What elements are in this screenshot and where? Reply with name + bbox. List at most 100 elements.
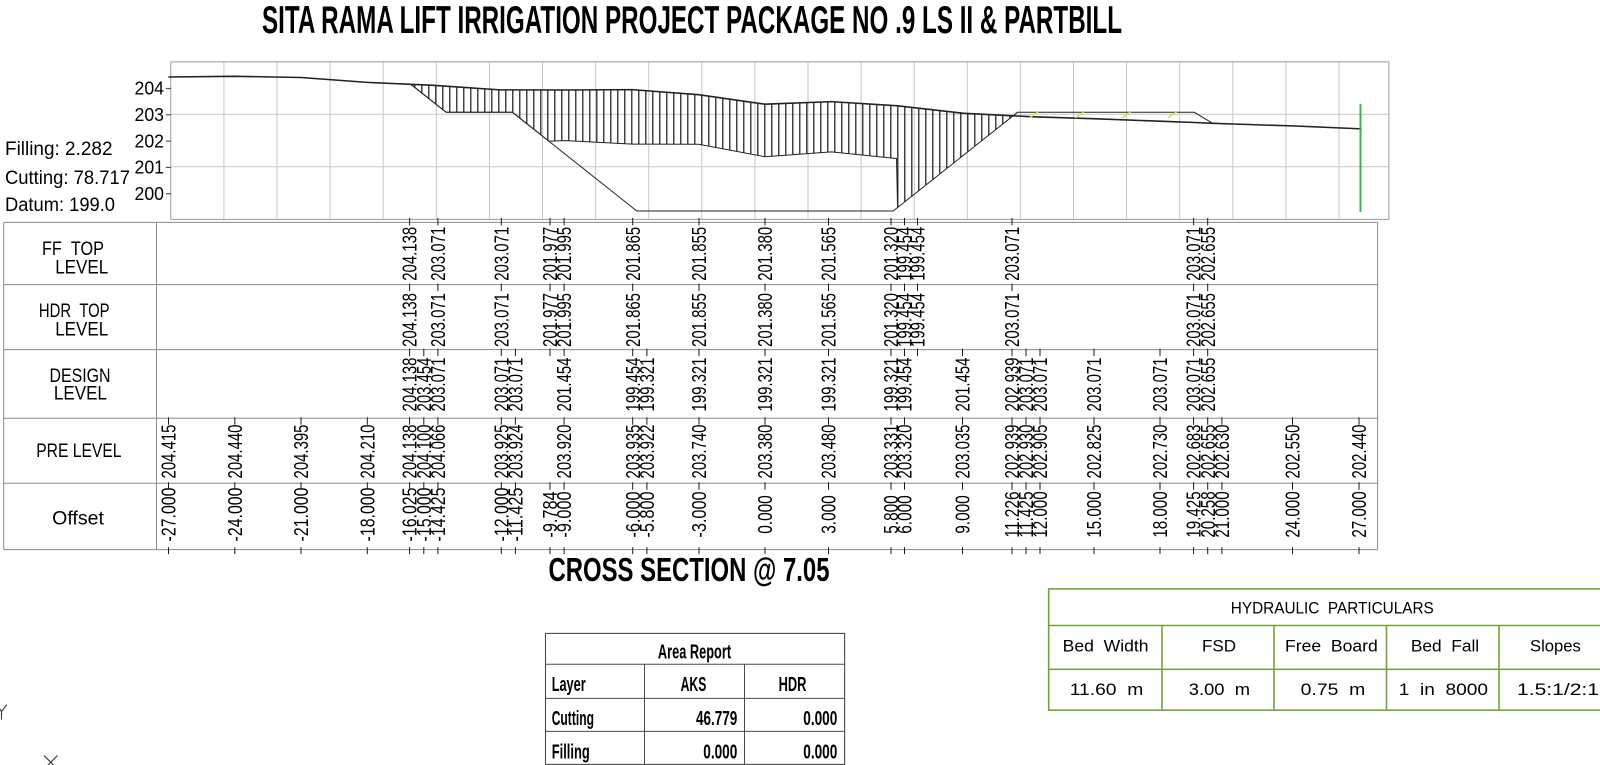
svg-text:3.00 m: 3.00 m [1189,680,1250,699]
svg-text:203.380: 203.380 [755,425,777,479]
svg-text:203.071: 203.071 [491,293,513,347]
svg-text:-9.784: -9.784 [540,491,562,537]
svg-text:204.066: 204.066 [428,425,450,479]
svg-text:FF TOP: FF TOP [42,239,104,260]
svg-text:HDR: HDR [779,674,807,696]
svg-text:203.320: 203.320 [895,425,917,479]
svg-text:202.939: 202.939 [1002,425,1024,479]
svg-text:-9.000: -9.000 [554,491,576,537]
svg-text:202.939: 202.939 [1002,358,1024,412]
svg-text:203.035: 203.035 [953,425,975,479]
svg-text:201.320: 201.320 [881,227,903,281]
svg-text:27.000: 27.000 [1349,491,1371,537]
svg-text:203.071: 203.071 [1184,227,1206,281]
svg-text:199.454: 199.454 [895,293,917,347]
svg-text:AKS: AKS [681,674,707,696]
svg-text:11.226: 11.226 [1002,491,1024,537]
svg-text:-24.000: -24.000 [225,488,247,542]
svg-text:201.865: 201.865 [623,293,645,347]
svg-text:202.655: 202.655 [1198,425,1220,479]
svg-text:Slopes: Slopes [1530,637,1581,656]
svg-text:0.000: 0.000 [703,742,737,764]
svg-text:Area Report: Area Report [658,641,731,663]
svg-text:Offset: Offset [52,509,104,530]
svg-text:203.480: 203.480 [819,425,841,479]
svg-text:201.380: 201.380 [755,293,777,347]
svg-text:203.920: 203.920 [554,425,576,479]
svg-text:199.454: 199.454 [895,358,917,412]
svg-text:203.071: 203.071 [491,358,513,412]
svg-text:201.454: 201.454 [554,358,576,412]
svg-text:203.071: 203.071 [1002,227,1024,281]
svg-text:203.071: 203.071 [428,293,450,347]
svg-text:202.930: 202.930 [1016,425,1038,479]
svg-text:201.380: 201.380 [755,227,777,281]
svg-text:0.000: 0.000 [803,708,837,730]
svg-text:204.138: 204.138 [400,293,422,347]
svg-text:Free Board: Free Board [1285,637,1378,656]
svg-text:Cutting: 78.717: Cutting: 78.717 [5,168,130,189]
svg-text:203.071: 203.071 [428,227,450,281]
svg-text:201.320: 201.320 [881,293,903,347]
svg-text:204.440: 204.440 [225,425,247,479]
svg-text:199.321: 199.321 [637,358,659,412]
svg-text:203.071: 203.071 [1016,358,1038,412]
svg-text:203.071: 203.071 [1184,293,1206,347]
svg-text:0.000: 0.000 [755,495,777,534]
svg-text:18.000: 18.000 [1150,491,1172,537]
svg-text:203.924: 203.924 [506,425,528,479]
svg-text:203.071: 203.071 [1184,358,1206,412]
svg-text:-3.000: -3.000 [689,491,711,537]
svg-text:Filling: Filling [552,742,590,764]
svg-text:201.565: 201.565 [819,227,841,281]
svg-text:Filling: 2.282: Filling: 2.282 [5,139,113,160]
svg-text:203.740: 203.740 [689,425,711,479]
svg-text:203.071: 203.071 [491,227,513,281]
svg-text:20.258: 20.258 [1198,491,1220,537]
svg-text:199.454: 199.454 [908,227,930,281]
svg-text:201.454: 201.454 [953,358,975,412]
svg-text:Datum: 199.0: Datum: 199.0 [5,195,115,216]
svg-text:-21.000: -21.000 [291,488,313,542]
svg-text:204: 204 [135,79,165,99]
svg-text:15.000: 15.000 [1084,491,1106,537]
svg-text:FSD: FSD [1202,637,1236,656]
svg-text:21.000: 21.000 [1212,491,1234,537]
svg-text:204.138: 204.138 [400,358,422,412]
svg-text:201.995: 201.995 [554,227,576,281]
svg-text:-6.000: -6.000 [623,491,645,537]
svg-text:203.922: 203.922 [637,425,659,479]
svg-text:LEVEL: LEVEL [54,384,107,405]
svg-text:201: 201 [135,158,165,178]
svg-text:-11.425: -11.425 [506,488,528,542]
svg-text:203.071: 203.071 [1002,293,1024,347]
svg-text:Bed Fall: Bed Fall [1411,637,1479,656]
svg-text:199.321: 199.321 [755,358,777,412]
svg-text:199.454: 199.454 [908,293,930,347]
svg-text:SITA RAMA LIFT IRRIGATION PROJ: SITA RAMA LIFT IRRIGATION PROJECT PACKAG… [262,0,1122,42]
svg-text:3.000: 3.000 [819,495,841,534]
svg-text:12.000: 12.000 [1030,491,1052,537]
svg-text:199.454: 199.454 [895,227,917,281]
svg-text:19.425: 19.425 [1184,491,1206,537]
svg-text:PRE LEVEL: PRE LEVEL [36,441,121,462]
svg-text:0.000: 0.000 [803,742,837,764]
svg-text:6.000: 6.000 [895,495,917,534]
svg-text:HYDRAULIC PARTICULARS: HYDRAULIC PARTICULARS [1231,599,1434,618]
svg-text:201.977: 201.977 [540,293,562,347]
svg-text:204.415: 204.415 [159,425,181,479]
svg-text:202.825: 202.825 [1084,425,1106,479]
svg-text:202.655: 202.655 [1198,293,1220,347]
svg-text:204.100: 204.100 [414,425,436,479]
svg-text:-15.000: -15.000 [414,488,436,542]
svg-text:203.071: 203.071 [1150,358,1172,412]
svg-text:202.683: 202.683 [1184,425,1206,479]
svg-text:LEVEL: LEVEL [55,258,108,279]
svg-text:202.630: 202.630 [1212,425,1234,479]
svg-text:203.071: 203.071 [506,358,528,412]
svg-text:0.75 m: 0.75 m [1301,680,1366,699]
svg-text:202.655: 202.655 [1198,227,1220,281]
svg-text:204.138: 204.138 [400,227,422,281]
svg-text:204.395: 204.395 [291,425,313,479]
svg-text:203.071: 203.071 [428,358,450,412]
